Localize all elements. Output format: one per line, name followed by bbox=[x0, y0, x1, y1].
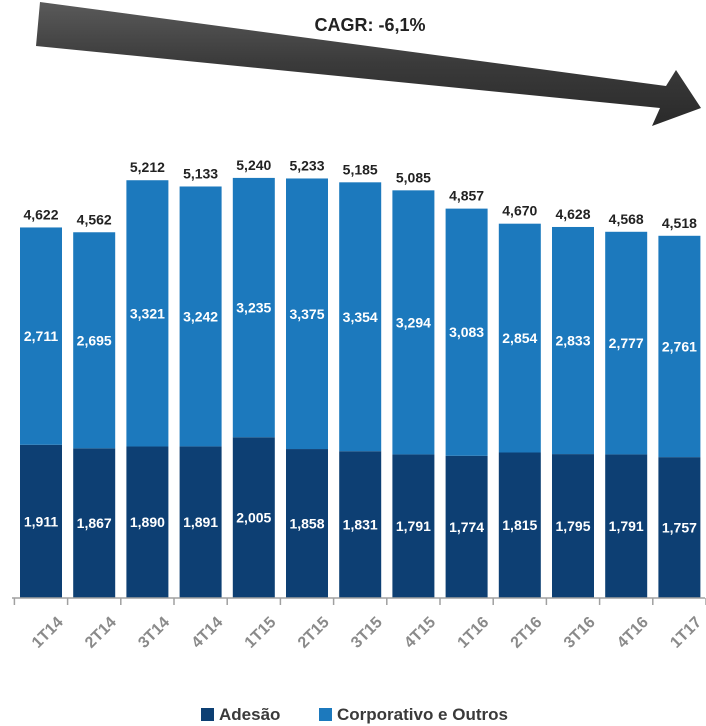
data-label-corporativo: 2,711 bbox=[24, 328, 58, 344]
data-label-corporativo: 2,695 bbox=[77, 332, 112, 348]
x-tick-label: 1T15 bbox=[242, 614, 280, 652]
x-tick-label: 2T15 bbox=[295, 614, 333, 652]
x-tick-label: 1T17 bbox=[667, 614, 705, 652]
data-label-adesao: 1,891 bbox=[183, 514, 218, 530]
bar-adesao-2T16 bbox=[498, 452, 541, 598]
bar-corporativo-1T16 bbox=[445, 208, 488, 456]
data-label-adesao: 1,858 bbox=[289, 516, 324, 532]
x-tick-label: 4T16 bbox=[614, 614, 652, 652]
legend-label-adesao: Adesão bbox=[219, 705, 280, 724]
data-label-corporativo: 3,294 bbox=[396, 314, 431, 330]
data-label-adesao: 1,911 bbox=[24, 513, 58, 529]
total-label: 4,670 bbox=[502, 203, 537, 219]
total-label: 4,622 bbox=[23, 206, 58, 222]
data-label-corporativo: 3,083 bbox=[449, 324, 484, 340]
labels-group: 1,911 2,711 4,622 1,867 2,695 4,562 1,890 3,321… bbox=[23, 157, 697, 536]
bar-corporativo-3T15 bbox=[339, 182, 382, 452]
data-label-corporativo: 3,375 bbox=[289, 306, 324, 322]
data-label-corporativo: 3,354 bbox=[343, 309, 378, 325]
bar-corporativo-2T14 bbox=[73, 232, 116, 449]
bar-adesao-4T15 bbox=[392, 454, 435, 598]
x-tick-label: 3T14 bbox=[135, 614, 173, 652]
bar-adesao-4T14 bbox=[179, 446, 222, 598]
trend-arrow bbox=[36, 2, 701, 126]
bar-corporativo-3T14 bbox=[126, 180, 169, 447]
bar-adesao-1T17 bbox=[658, 457, 701, 598]
bar-corporativo-1T15 bbox=[232, 177, 275, 438]
bar-adesao-2T14 bbox=[73, 448, 116, 598]
total-label: 5,240 bbox=[236, 157, 271, 173]
data-label-corporativo: 2,777 bbox=[609, 335, 644, 351]
legend-swatch-adesao bbox=[201, 708, 214, 721]
data-label-adesao: 1,791 bbox=[396, 518, 431, 534]
x-tick-label: 4T15 bbox=[401, 614, 439, 652]
x-tick-label: 4T14 bbox=[189, 614, 227, 652]
x-tick-label: 2T14 bbox=[82, 614, 120, 652]
data-label-corporativo: 2,854 bbox=[502, 330, 537, 346]
x-tick-label: 2T16 bbox=[508, 614, 546, 652]
bar-adesao-3T15 bbox=[339, 451, 382, 598]
bar-adesao-2T15 bbox=[286, 449, 328, 598]
bar-corporativo-3T16 bbox=[552, 226, 594, 455]
x-tick-label: 3T16 bbox=[561, 614, 599, 652]
total-label: 5,133 bbox=[183, 165, 218, 181]
data-label-adesao: 1,791 bbox=[609, 518, 644, 534]
data-label-adesao: 1,867 bbox=[77, 515, 112, 531]
total-label: 5,085 bbox=[396, 169, 431, 185]
data-label-adesao: 1,795 bbox=[555, 518, 590, 534]
bar-adesao-3T16 bbox=[552, 454, 594, 598]
x-ticks: 1T14 2T14 3T14 4T14 1T15 2T15 3T15 4T15 1T16 2T16… bbox=[13, 598, 706, 652]
bar-corporativo-4T15 bbox=[392, 190, 435, 455]
data-label-adesao: 1,831 bbox=[343, 517, 378, 533]
bars-group bbox=[20, 177, 701, 598]
data-label-adesao: 1,757 bbox=[662, 520, 697, 536]
bar-corporativo-4T16 bbox=[605, 231, 648, 455]
bar-adesao-1T16 bbox=[445, 455, 488, 598]
total-label: 4,562 bbox=[77, 211, 112, 227]
total-label: 5,233 bbox=[289, 157, 324, 173]
bar-adesao-1T15 bbox=[232, 437, 275, 598]
data-label-adesao: 1,815 bbox=[502, 517, 537, 533]
total-label: 4,568 bbox=[609, 211, 644, 227]
data-label-corporativo: 2,833 bbox=[555, 333, 590, 349]
total-label: 4,628 bbox=[555, 206, 590, 222]
legend: Adesão Corporativo e Outros bbox=[201, 705, 508, 724]
x-tick-label: 1T16 bbox=[455, 614, 493, 652]
bar-corporativo-4T14 bbox=[179, 186, 222, 447]
bar-adesao-3T14 bbox=[126, 446, 169, 598]
total-label: 4,857 bbox=[449, 188, 484, 204]
x-tick-label: 3T15 bbox=[348, 614, 386, 652]
total-label: 5,212 bbox=[130, 159, 165, 175]
total-label: 5,185 bbox=[343, 161, 378, 177]
legend-swatch-corporativo bbox=[319, 708, 332, 721]
bar-corporativo-1T17 bbox=[658, 235, 701, 458]
bar-corporativo-1T14 bbox=[20, 227, 62, 445]
data-label-adesao: 1,774 bbox=[449, 519, 484, 535]
total-label: 4,518 bbox=[662, 215, 697, 231]
data-label-corporativo: 3,235 bbox=[236, 300, 271, 316]
bar-corporativo-2T15 bbox=[286, 178, 328, 450]
legend-label-corporativo: Corporativo e Outros bbox=[337, 705, 508, 724]
bar-adesao-1T14 bbox=[20, 444, 62, 598]
data-label-corporativo: 2,761 bbox=[662, 338, 697, 354]
bar-adesao-4T16 bbox=[605, 454, 648, 598]
data-label-adesao: 2,005 bbox=[236, 510, 271, 526]
cagr-annotation: CAGR: -6,1% bbox=[314, 15, 425, 35]
bar-corporativo-2T16 bbox=[498, 223, 541, 453]
x-tick-label: 1T14 bbox=[29, 614, 67, 652]
data-label-corporativo: 3,242 bbox=[183, 308, 218, 324]
data-label-adesao: 1,890 bbox=[130, 514, 165, 530]
data-label-corporativo: 3,321 bbox=[130, 305, 165, 321]
